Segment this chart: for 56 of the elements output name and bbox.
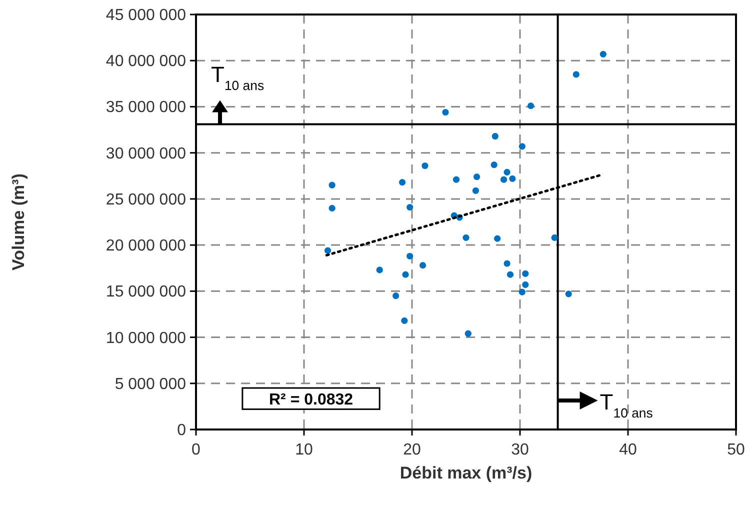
x-tick-label: 50	[727, 442, 745, 458]
point	[518, 288, 526, 296]
point	[509, 175, 516, 182]
y-tick-label: 5 000 000	[114, 376, 186, 393]
x-tick-label: 0	[192, 442, 201, 458]
point	[472, 187, 480, 194]
y-tick-label: 40 000 000	[106, 53, 186, 70]
point	[494, 235, 501, 242]
ref-line-label: T$_{10 ans}$	[211, 62, 264, 93]
x-tick-label: 20	[403, 442, 421, 458]
point	[406, 252, 414, 260]
point	[464, 330, 472, 337]
point	[572, 71, 580, 78]
point	[442, 108, 449, 116]
point	[406, 204, 414, 211]
ref-line-label: T$_{10 ans}$	[600, 390, 654, 420]
y-tick-label: 20 000 000	[106, 238, 186, 255]
point	[551, 234, 558, 241]
y-tick-label: 30 000 000	[106, 145, 186, 162]
x-tick-label: 40	[619, 442, 637, 458]
point	[490, 162, 498, 168]
point	[518, 143, 526, 150]
y-axis-title: Volume (m³)	[9, 174, 28, 270]
point	[422, 162, 428, 170]
point	[328, 204, 336, 212]
point	[522, 270, 529, 277]
point	[392, 292, 400, 300]
point	[600, 50, 606, 58]
point	[402, 271, 409, 278]
point	[506, 271, 514, 278]
point	[452, 176, 460, 183]
point	[522, 281, 529, 288]
point	[474, 174, 480, 180]
x-tick-label: 30	[511, 442, 529, 458]
y-tick-label: 25 000 000	[106, 191, 186, 208]
point	[324, 247, 332, 254]
annotation: R² = 0.0832	[268, 392, 354, 409]
point	[376, 266, 383, 274]
point	[420, 262, 426, 269]
y-tick-label: 45 000 000	[106, 7, 186, 24]
point	[504, 168, 510, 176]
point	[492, 132, 498, 140]
point	[528, 102, 534, 110]
point	[504, 260, 510, 267]
point	[500, 176, 508, 183]
point	[398, 179, 406, 186]
point	[565, 290, 572, 298]
point	[462, 234, 470, 241]
x-axis-title: Débit max (m³/s)	[400, 464, 532, 482]
point	[328, 182, 336, 188]
y-tick-label: 35 000 000	[106, 99, 186, 116]
y-tick-label: 10 000 000	[106, 330, 186, 347]
x-tick-label: 10	[295, 442, 313, 458]
point	[401, 317, 408, 324]
y-tick-label: 0	[177, 422, 186, 439]
y-tick-label: 15 000 000	[106, 284, 186, 301]
